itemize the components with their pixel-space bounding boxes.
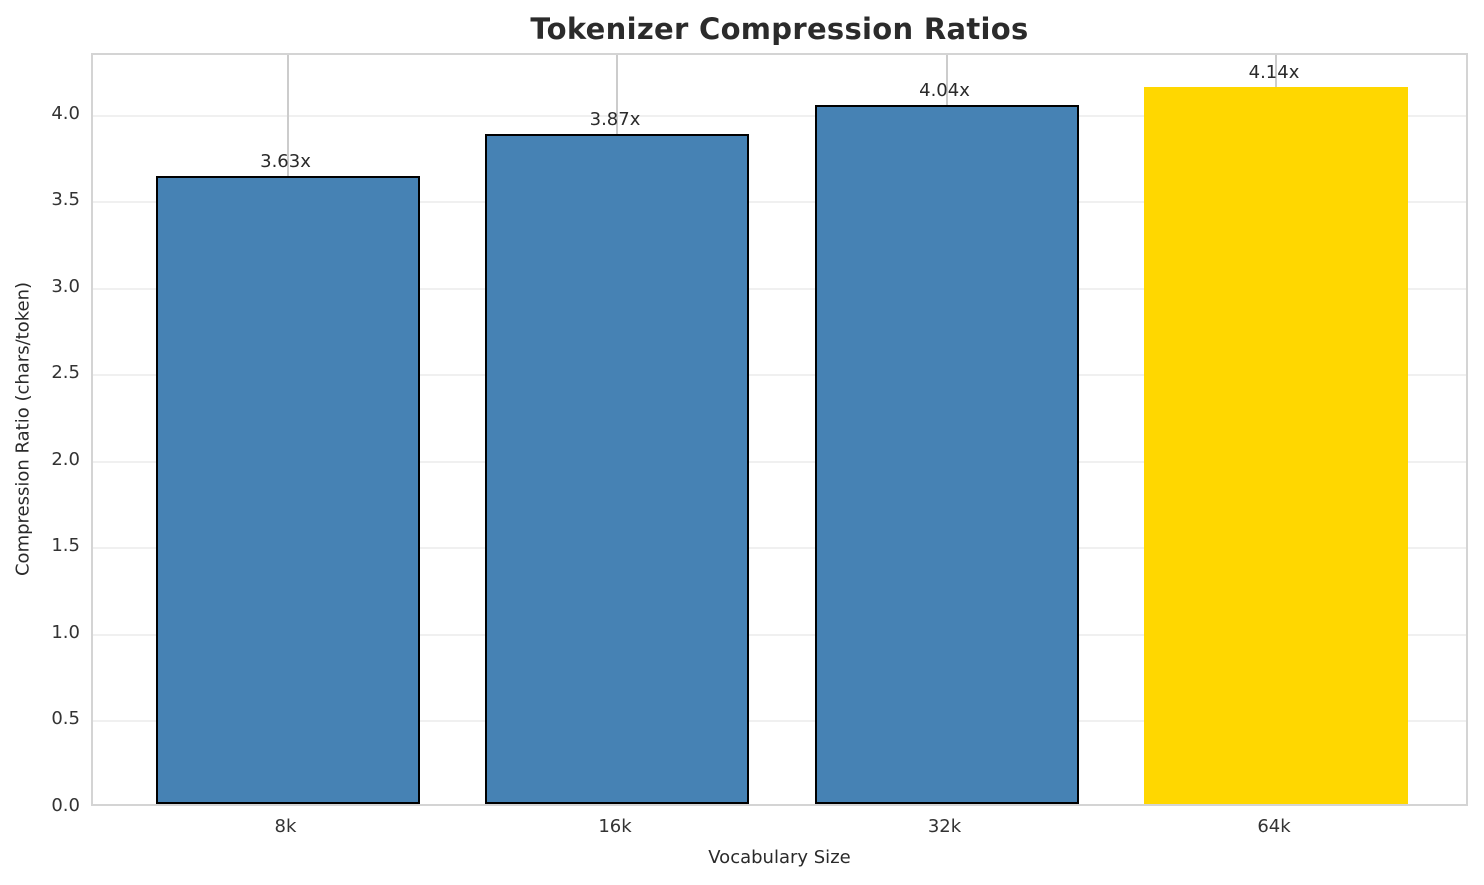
gridline-horizontal bbox=[93, 460, 1466, 463]
bar-64k bbox=[1144, 87, 1408, 804]
x-tick-label-32k: 32k bbox=[927, 816, 962, 837]
y-tick-label: 4.0 bbox=[51, 102, 80, 124]
y-tick-label: 3.5 bbox=[51, 189, 80, 211]
y-tick-label: 1.5 bbox=[51, 535, 80, 557]
x-tick-label-64k: 64k bbox=[1257, 816, 1291, 837]
bar-value-label-64k: 4.14x bbox=[1248, 62, 1300, 84]
plot-area bbox=[91, 53, 1468, 806]
bar-value-label-32k: 4.04x bbox=[919, 79, 970, 101]
gridline-horizontal bbox=[93, 114, 1466, 117]
chart-title: Tokenizer Compression Ratios bbox=[530, 12, 1029, 46]
bar-8k bbox=[155, 175, 420, 804]
gridline-horizontal bbox=[93, 720, 1466, 723]
y-tick-label: 1.0 bbox=[51, 621, 80, 643]
gridline-horizontal bbox=[93, 633, 1466, 636]
gridline-horizontal bbox=[93, 547, 1466, 550]
bar-value-label-8k: 3.63x bbox=[260, 150, 311, 172]
gridline-horizontal bbox=[93, 287, 1466, 290]
y-tick-label: 0.5 bbox=[51, 708, 80, 730]
y-axis-label: Compression Ratio (chars/token) bbox=[12, 281, 34, 577]
gridline-horizontal bbox=[93, 201, 1466, 204]
x-tick-label-8k: 8k bbox=[274, 816, 297, 837]
y-tick-label: 0.0 bbox=[51, 795, 80, 816]
x-tick-label-16k: 16k bbox=[598, 816, 632, 837]
y-tick-label: 3.0 bbox=[51, 275, 80, 297]
y-tick-label: 2.5 bbox=[51, 362, 80, 384]
bar-16k bbox=[485, 134, 749, 804]
gridline-horizontal bbox=[93, 374, 1466, 377]
bar-32k bbox=[814, 104, 1079, 804]
x-axis-label: Vocabulary Size bbox=[708, 847, 851, 868]
y-tick-label: 2.0 bbox=[51, 448, 80, 470]
bar-value-label-16k: 3.87x bbox=[589, 109, 641, 131]
